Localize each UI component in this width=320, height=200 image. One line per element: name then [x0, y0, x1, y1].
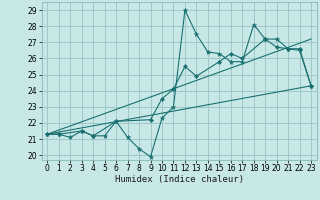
- X-axis label: Humidex (Indice chaleur): Humidex (Indice chaleur): [115, 175, 244, 184]
